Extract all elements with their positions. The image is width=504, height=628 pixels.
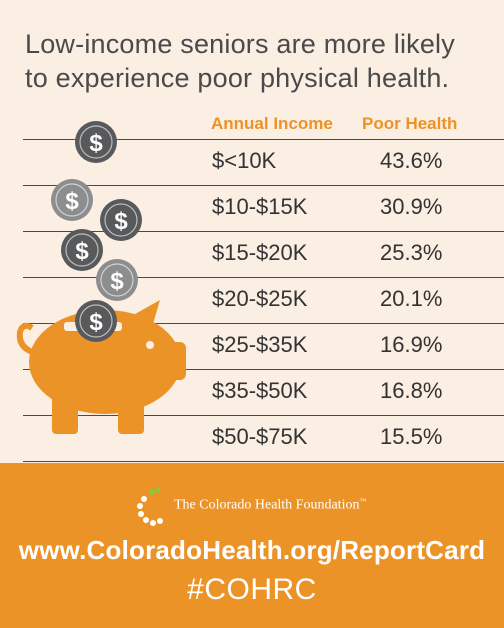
row-divider <box>23 415 504 416</box>
piggy-bank-illustration: $ $ $ $ $ $ <box>16 121 186 434</box>
poor-health-cell: 15.5% <box>380 424 443 449</box>
dollar-coin-icon: $ <box>61 229 103 271</box>
svg-text:$: $ <box>89 309 103 336</box>
poor-health-cell: 30.9% <box>380 194 443 219</box>
row-divider <box>23 231 504 232</box>
row-divider <box>23 139 504 140</box>
dollar-coin-icon: $ <box>96 259 138 301</box>
column-header-poor-health: Poor Health <box>362 114 458 133</box>
row-divider <box>23 323 504 324</box>
foundation-logo-icon <box>137 487 163 526</box>
row-divider <box>23 461 504 462</box>
poor-health-cell: 16.8% <box>380 378 443 403</box>
income-cell: $35-$50K <box>212 378 308 403</box>
income-cell: $25-$35K <box>212 332 308 357</box>
svg-text:$: $ <box>75 238 89 265</box>
row-divider <box>23 277 504 278</box>
poor-health-cell: 20.1% <box>380 286 443 311</box>
income-cell: $20-$25K <box>212 286 308 311</box>
title-line-1: Low-income seniors are more likely <box>25 29 455 59</box>
dollar-coin-icon: $ <box>75 300 117 342</box>
income-cell: $50-$75K <box>212 424 308 449</box>
column-header-income: Annual Income <box>211 114 333 133</box>
dollar-coin-icon: $ <box>75 121 117 163</box>
svg-text:$: $ <box>110 268 124 295</box>
poor-health-cell: 43.6% <box>380 148 443 173</box>
hashtag: #COHRC <box>187 573 317 606</box>
income-cell: $10-$15K <box>212 194 308 219</box>
svg-text:$: $ <box>89 130 103 157</box>
foundation-name: The Colorado Health Foundation™ <box>174 497 367 513</box>
page-title: Low-income seniors are more likely to ex… <box>25 27 495 95</box>
poor-health-cell: 16.9% <box>380 332 443 357</box>
income-cell: $15-$20K <box>212 240 308 265</box>
report-card-link[interactable]: www.ColoradoHealth.org/ReportCard <box>18 535 486 565</box>
row-divider <box>23 185 504 186</box>
svg-text:$: $ <box>65 188 79 215</box>
svg-text:$: $ <box>114 208 128 235</box>
poor-health-cell: 25.3% <box>380 240 443 265</box>
row-divider <box>23 369 504 370</box>
dollar-coin-icon: $ <box>100 199 142 241</box>
footer-band <box>0 463 504 628</box>
income-cell: $<10K <box>212 148 277 173</box>
title-line-2: to experience poor physical health. <box>25 63 450 93</box>
dollar-coin-icon: $ <box>51 179 93 221</box>
